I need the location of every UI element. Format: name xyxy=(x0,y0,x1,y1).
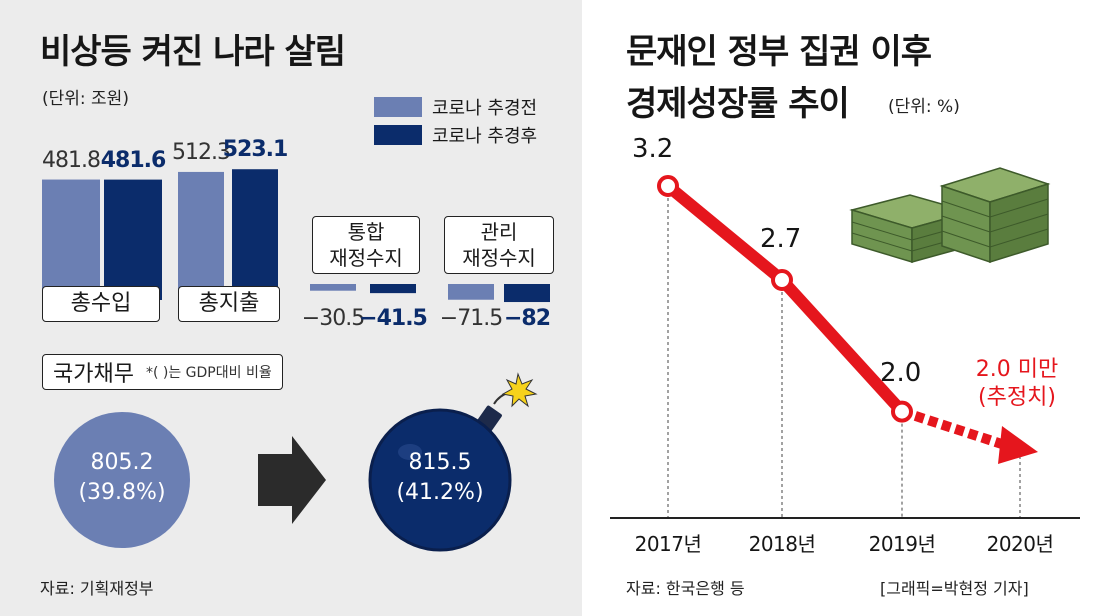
debt-title: 국가채무 xyxy=(53,362,134,387)
growth-point-2 xyxy=(891,400,913,423)
balance-bar-0-1 xyxy=(370,284,416,294)
balance-value-0-0: −30.5 xyxy=(301,306,365,331)
balance-category-line: 재정수지 xyxy=(329,246,403,270)
year-label-1: 2018년 xyxy=(748,532,816,556)
fiscal-title: 비상등 켜진 나라 살림 xyxy=(40,32,346,72)
year-label-2: 2019년 xyxy=(868,532,936,556)
debt-before-ratio: (39.8%) xyxy=(78,480,166,505)
growth-panel: 문재인 정부 집권 이후 경제성장률 추이 (단위: %) xyxy=(590,0,1100,616)
balance-value-1-1: −82 xyxy=(503,306,551,331)
debt-bubble-before xyxy=(54,412,190,548)
debt-after-ratio: (41.2%) xyxy=(396,480,484,505)
balance-bar-0-0 xyxy=(310,284,356,291)
debt-note: *( )는 GDP대비 비율 xyxy=(145,365,272,381)
growth-title-line1: 문재인 정부 집권 이후 xyxy=(626,32,932,72)
growth-unit: (단위: %) xyxy=(888,97,960,117)
legend-after: 코로나 추경후 xyxy=(374,122,537,148)
bar-category-0: 총수입 xyxy=(42,286,160,322)
debt-after-value: 815.5 xyxy=(408,450,472,475)
debt-bubbles xyxy=(54,372,538,552)
money-stack-icon xyxy=(849,167,1051,264)
growth-point-0 xyxy=(657,175,679,197)
debt-after-text: 815.5 (41.2%) xyxy=(380,448,500,508)
divider xyxy=(582,0,590,616)
bar-value-1-0: 512.3 xyxy=(172,139,231,165)
year-label-0: 2017년 xyxy=(634,532,702,556)
balance-value-0-1: −41.5 xyxy=(359,306,428,331)
arrow-icon xyxy=(258,436,326,524)
balance-category-line: 통합 xyxy=(347,220,385,244)
growth-value-2: 2.0 xyxy=(880,357,922,388)
debt-before-text: 805.2 (39.8%) xyxy=(62,448,182,508)
graphic-credit: [그래픽=박현정 기자] xyxy=(880,579,1029,598)
bar-category-1: 총지출 xyxy=(178,286,280,322)
growth-estimate: 2.0 미만 (추정치) xyxy=(962,356,1072,412)
year-label-3: 2020년 xyxy=(986,532,1054,556)
growth-point-1 xyxy=(771,269,793,291)
growth-estimate-line xyxy=(900,406,1010,451)
bar-1-0 xyxy=(178,171,224,300)
bomb-icon xyxy=(368,372,538,552)
bar-0-0 xyxy=(42,179,100,300)
balance-category-line: 재정수지 xyxy=(462,246,536,270)
fiscal-panel: 비상등 켜진 나라 살림 (단위: 조원) 코로나 추경전 코로나 추경후 48… xyxy=(0,0,582,616)
fiscal-source: 자료: 기획재정부 xyxy=(40,579,154,598)
growth-estimate-value: 2.0 미만 xyxy=(975,357,1059,382)
line-chart xyxy=(610,167,1080,519)
balance-category-0: 통합 재정수지 xyxy=(312,216,420,274)
bar-1-1 xyxy=(232,169,278,300)
bar-chart xyxy=(42,169,550,303)
bar-value-1-1: 523.1 xyxy=(222,137,289,163)
legend-swatch-before xyxy=(374,97,422,117)
legend-before: 코로나 추경전 xyxy=(374,94,537,120)
growth-title-line2: 경제성장률 추이 xyxy=(626,84,850,124)
legend-swatch-after xyxy=(374,125,422,145)
growth-value-0: 3.2 xyxy=(632,134,674,164)
bar-0-1 xyxy=(104,179,162,300)
legend-label-before: 코로나 추경전 xyxy=(432,98,538,119)
growth-estimate-note: (추정치) xyxy=(978,385,1056,410)
balance-category-1: 관리 재정수지 xyxy=(444,216,554,274)
balance-bar-1-0 xyxy=(448,284,494,300)
balance-category-line: 관리 xyxy=(480,220,518,244)
growth-source: 자료: 한국은행 등 xyxy=(626,579,745,598)
bar-value-0-0: 481.8 xyxy=(42,147,101,173)
debt-header: 국가채무 *( )는 GDP대비 비율 xyxy=(42,354,283,390)
balance-bar-1-1 xyxy=(504,284,550,303)
balance-value-1-0: −71.5 xyxy=(439,306,503,331)
legend-label-after: 코로나 추경후 xyxy=(432,126,538,147)
debt-before-value: 805.2 xyxy=(90,450,154,475)
fiscal-unit: (단위: 조원) xyxy=(42,89,129,109)
bar-value-0-1: 481.6 xyxy=(100,147,167,173)
estimate-arrow-icon xyxy=(998,426,1038,464)
growth-value-1: 2.7 xyxy=(760,224,802,254)
